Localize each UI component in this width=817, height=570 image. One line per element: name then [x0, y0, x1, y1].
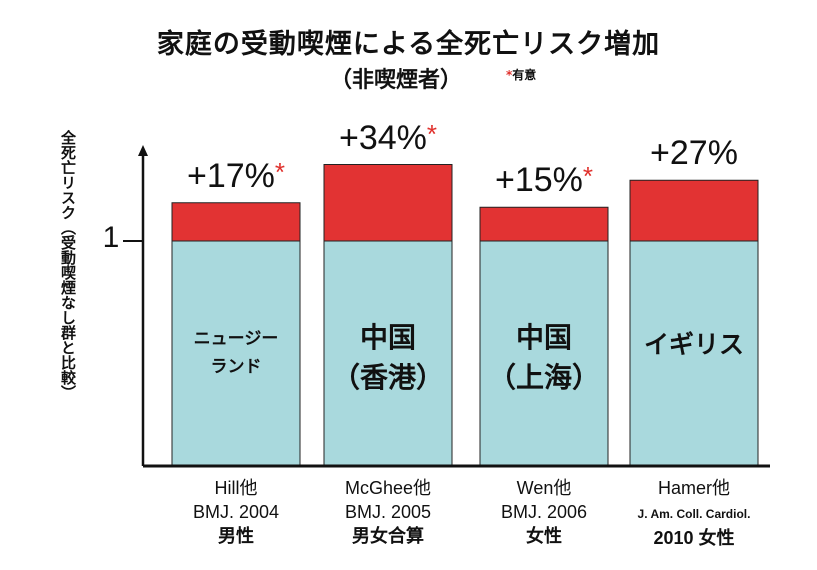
value-label: +27% — [610, 134, 778, 173]
x-category-label: Hill他 BMJ. 2004 男性 — [136, 476, 336, 548]
value-label-text: +27% — [650, 134, 738, 173]
significance-note: *有意 — [506, 66, 536, 83]
bar-inner-label: 中国 （上海） — [480, 318, 608, 398]
journal-name: BMJ. 2006 — [500, 502, 588, 522]
note-text: 有意 — [512, 68, 537, 82]
study-name: McGhee他 — [344, 478, 432, 498]
study-name: Hamer他 — [657, 478, 730, 498]
x-category-label: Wen他 BMJ. 2006 女性 — [444, 476, 644, 548]
bar-inner-text: 中国 — [359, 321, 416, 354]
bar-inner-label: ニュージー ランド — [172, 325, 300, 381]
y-axis-arrow — [138, 145, 148, 156]
bar-inner-text: （上海） — [487, 361, 600, 394]
bar-increase — [479, 206, 609, 242]
value-label: +34%* — [304, 119, 472, 158]
value-label-text: +17% — [186, 156, 275, 195]
chart-title: 家庭の受動喫煙による全死亡リスク増加 — [156, 29, 661, 60]
value-label-text: +34% — [338, 118, 427, 157]
value-label: +15%* — [460, 161, 628, 200]
value-label: +17%* — [152, 157, 320, 196]
journal-name: BMJ. 2004 — [192, 502, 280, 522]
significance-star: * — [582, 161, 594, 192]
y-axis-label: 全死亡リスク（受動喫煙なし群と比較） — [59, 130, 77, 400]
journal-name: BMJ. 2005 — [344, 502, 432, 522]
bar-increase — [171, 202, 301, 242]
population: 2010 女性 — [653, 528, 735, 548]
journal-name: J. Am. Coll. Cardiol. — [637, 507, 751, 521]
significance-star: * — [274, 156, 286, 187]
population: 女性 — [526, 526, 562, 546]
y-tick-label: 1 — [102, 221, 120, 254]
significance-star: * — [426, 118, 438, 149]
bar-base — [479, 240, 609, 467]
bar-inner-text: （香港） — [331, 361, 444, 394]
population: 男性 — [218, 526, 254, 546]
bar-increase — [629, 179, 759, 242]
bar-inner-label: イギリス — [630, 325, 758, 365]
value-label-text: +15% — [494, 161, 583, 200]
bar-base — [629, 240, 759, 467]
bar-increase — [323, 164, 453, 242]
bar-base — [323, 240, 453, 467]
bar-inner-label: 中国 （香港） — [324, 318, 452, 398]
study-name: Wen他 — [516, 478, 572, 498]
bar-inner-text: イギリス — [643, 330, 744, 359]
bar-inner-text: ランド — [210, 357, 262, 377]
note-star: * — [506, 68, 513, 82]
study-name: Hill他 — [214, 478, 258, 498]
bar-inner-text: 中国 — [515, 321, 572, 354]
x-category-label: McGhee他 BMJ. 2005 男女合算 — [288, 476, 488, 548]
x-category-label: Hamer他 J. Am. Coll. Cardiol. 2010 女性 — [594, 476, 794, 550]
chart-subtitle: （非喫煙者） — [330, 68, 463, 93]
bar-inner-text: ニュージー — [193, 329, 279, 349]
population: 男女合算 — [352, 526, 424, 546]
